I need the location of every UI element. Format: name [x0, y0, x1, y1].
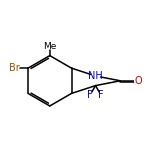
Circle shape — [92, 72, 100, 80]
Text: F: F — [98, 90, 104, 100]
Text: F: F — [87, 90, 93, 100]
Circle shape — [135, 78, 141, 84]
Text: O: O — [134, 76, 142, 86]
Text: Me: Me — [43, 41, 56, 50]
Text: Br: Br — [9, 63, 19, 73]
Text: NH: NH — [88, 71, 103, 81]
